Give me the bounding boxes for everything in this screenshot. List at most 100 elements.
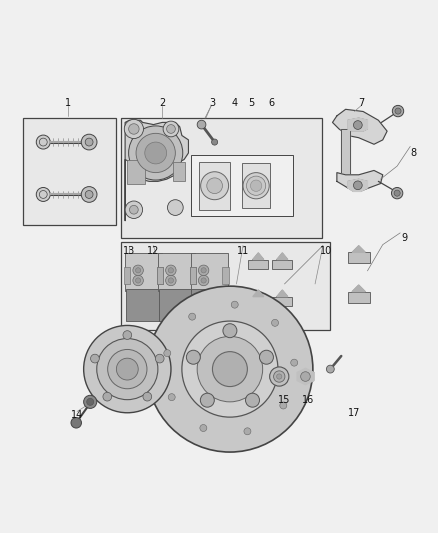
Circle shape xyxy=(85,138,93,146)
Bar xyxy=(159,289,194,321)
Circle shape xyxy=(129,124,139,134)
Bar xyxy=(121,243,330,330)
Circle shape xyxy=(168,268,173,273)
Text: 11: 11 xyxy=(237,246,249,256)
Circle shape xyxy=(97,338,158,400)
Text: 9: 9 xyxy=(402,233,408,243)
Circle shape xyxy=(187,350,200,364)
Bar xyxy=(242,163,270,208)
Circle shape xyxy=(125,201,143,219)
Circle shape xyxy=(130,205,138,214)
Circle shape xyxy=(155,354,164,363)
Circle shape xyxy=(108,350,147,389)
Circle shape xyxy=(189,313,196,320)
Circle shape xyxy=(277,374,282,379)
Circle shape xyxy=(166,265,176,276)
Bar xyxy=(272,260,292,269)
Circle shape xyxy=(133,265,143,276)
Circle shape xyxy=(353,181,362,190)
Circle shape xyxy=(200,424,207,432)
Polygon shape xyxy=(348,179,367,191)
Text: 4: 4 xyxy=(231,98,237,108)
Circle shape xyxy=(353,120,362,130)
Circle shape xyxy=(147,286,313,452)
Polygon shape xyxy=(277,290,288,297)
Circle shape xyxy=(71,417,81,428)
Circle shape xyxy=(247,176,266,195)
Bar xyxy=(348,252,370,263)
Circle shape xyxy=(395,108,401,114)
Text: 8: 8 xyxy=(410,148,417,158)
Circle shape xyxy=(244,428,251,435)
Circle shape xyxy=(123,330,132,340)
Circle shape xyxy=(207,178,223,193)
Circle shape xyxy=(103,392,112,401)
Circle shape xyxy=(274,371,285,382)
Circle shape xyxy=(166,125,175,133)
Polygon shape xyxy=(125,120,188,221)
Circle shape xyxy=(392,188,403,199)
Circle shape xyxy=(143,392,152,401)
Polygon shape xyxy=(352,246,365,252)
Circle shape xyxy=(36,188,50,201)
Circle shape xyxy=(280,402,287,409)
Bar xyxy=(173,161,185,181)
Bar xyxy=(199,161,230,210)
Circle shape xyxy=(272,319,279,326)
Circle shape xyxy=(394,190,400,196)
Circle shape xyxy=(212,139,218,145)
Bar xyxy=(22,118,117,225)
Polygon shape xyxy=(348,118,367,131)
Circle shape xyxy=(243,173,269,199)
Bar xyxy=(121,118,321,238)
Circle shape xyxy=(326,365,334,373)
Polygon shape xyxy=(337,171,383,190)
Circle shape xyxy=(201,268,206,273)
Bar xyxy=(127,159,145,183)
Circle shape xyxy=(81,134,97,150)
Circle shape xyxy=(197,120,206,129)
Polygon shape xyxy=(352,285,365,292)
Text: 1: 1 xyxy=(65,98,71,108)
Circle shape xyxy=(270,367,289,386)
Text: 10: 10 xyxy=(320,246,332,256)
Circle shape xyxy=(145,142,166,164)
Bar xyxy=(126,289,161,321)
Polygon shape xyxy=(253,290,264,297)
Circle shape xyxy=(182,321,278,417)
Text: 5: 5 xyxy=(249,98,255,108)
Bar xyxy=(223,267,229,284)
Circle shape xyxy=(129,126,183,180)
Circle shape xyxy=(168,394,175,401)
Circle shape xyxy=(124,119,144,139)
Text: 3: 3 xyxy=(209,98,215,108)
Circle shape xyxy=(163,121,179,137)
Text: 7: 7 xyxy=(358,98,364,108)
Circle shape xyxy=(117,358,138,380)
Bar xyxy=(348,292,370,303)
Bar xyxy=(191,155,293,216)
Polygon shape xyxy=(277,253,288,260)
Text: 13: 13 xyxy=(124,246,136,256)
Circle shape xyxy=(81,187,97,203)
Circle shape xyxy=(201,278,206,283)
Text: 15: 15 xyxy=(278,394,291,405)
Bar xyxy=(272,297,292,306)
Circle shape xyxy=(166,275,176,286)
Bar xyxy=(124,267,131,284)
Circle shape xyxy=(212,352,247,386)
Bar xyxy=(191,253,228,290)
Bar xyxy=(248,260,268,269)
Bar xyxy=(191,289,227,321)
Bar xyxy=(158,253,195,290)
Text: 6: 6 xyxy=(268,98,275,108)
Circle shape xyxy=(251,180,262,191)
Circle shape xyxy=(198,275,209,286)
Circle shape xyxy=(200,393,214,407)
Circle shape xyxy=(201,172,229,200)
Bar xyxy=(125,253,162,290)
Text: 16: 16 xyxy=(302,394,314,405)
Circle shape xyxy=(135,278,141,283)
Circle shape xyxy=(223,324,237,338)
Polygon shape xyxy=(297,368,314,385)
